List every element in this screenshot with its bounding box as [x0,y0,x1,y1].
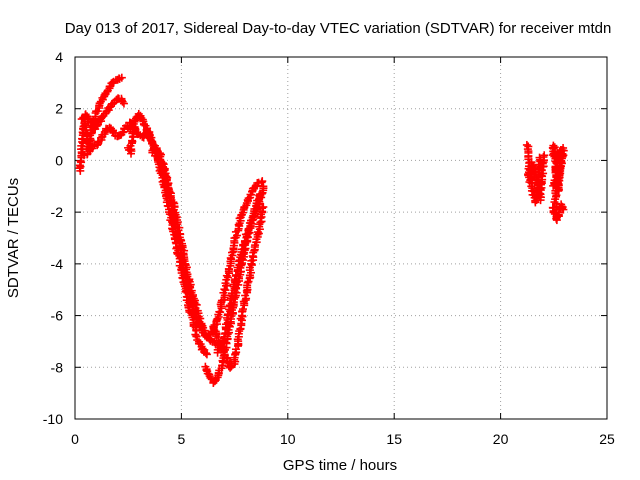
y-tick-label: -8 [51,359,64,375]
data-point [538,159,547,168]
chart-title: Day 013 of 2017, Sidereal Day-to-day VTE… [65,20,612,37]
data-point [117,73,126,82]
x-tick-label: 20 [493,431,509,447]
data-point [119,99,128,108]
x-tick-label: 25 [599,431,615,447]
data-point [92,122,101,131]
data-point [206,373,215,382]
x-tick-label: 10 [280,431,296,447]
data-point [201,349,210,358]
data-point [108,100,117,109]
data-point [77,115,86,124]
data-point [522,140,531,149]
x-tick-label: 15 [386,431,402,447]
data-point [252,204,261,213]
data-point [536,157,545,166]
data-point [231,270,240,279]
axis-ticks: 0 5 10 15 20 25 -10 -8 -6 -4 -2 0 2 4 [43,49,615,447]
data-point [118,97,127,106]
data-point [182,279,191,288]
data-point [234,257,243,266]
grid [75,57,607,419]
data-point [557,204,566,213]
x-tick-label: 0 [71,431,79,447]
data-point [254,229,263,238]
data-point [134,109,143,118]
y-tick-label: -4 [51,256,64,272]
y-tick-label: 4 [55,49,63,65]
data-point [234,220,243,229]
data-point [258,177,267,186]
data-point [213,314,222,323]
data-point [193,316,202,325]
data-point [193,336,202,345]
y-tick-label: -6 [51,308,64,324]
data-point [171,227,180,236]
data-point [210,338,219,347]
y-tick-label: 2 [55,101,63,117]
y-tick-label: -10 [43,411,63,427]
y-tick-label: 0 [55,152,63,168]
data-point [554,174,563,183]
data-point [552,205,561,214]
data-point [550,198,559,207]
data-point [223,273,232,282]
data-point [200,331,209,340]
data-point [259,182,268,191]
data-point [172,232,181,241]
x-axis-label: GPS time / hours [283,457,397,474]
y-axis-label: SDTVAR / TECUs [5,178,22,298]
y-tick-label: -2 [51,204,64,220]
data-point [233,231,242,240]
data-point [143,126,152,135]
plot-frame [74,56,608,420]
data-point [528,161,537,170]
data-point [238,305,247,314]
data-point [219,336,228,345]
data-point [532,193,541,202]
data-point [540,151,549,160]
data-point [88,142,97,151]
data-point [202,350,211,359]
data-point [128,136,137,145]
data-points [75,73,568,387]
x-tick-label: 5 [178,431,186,447]
data-point [243,278,252,287]
